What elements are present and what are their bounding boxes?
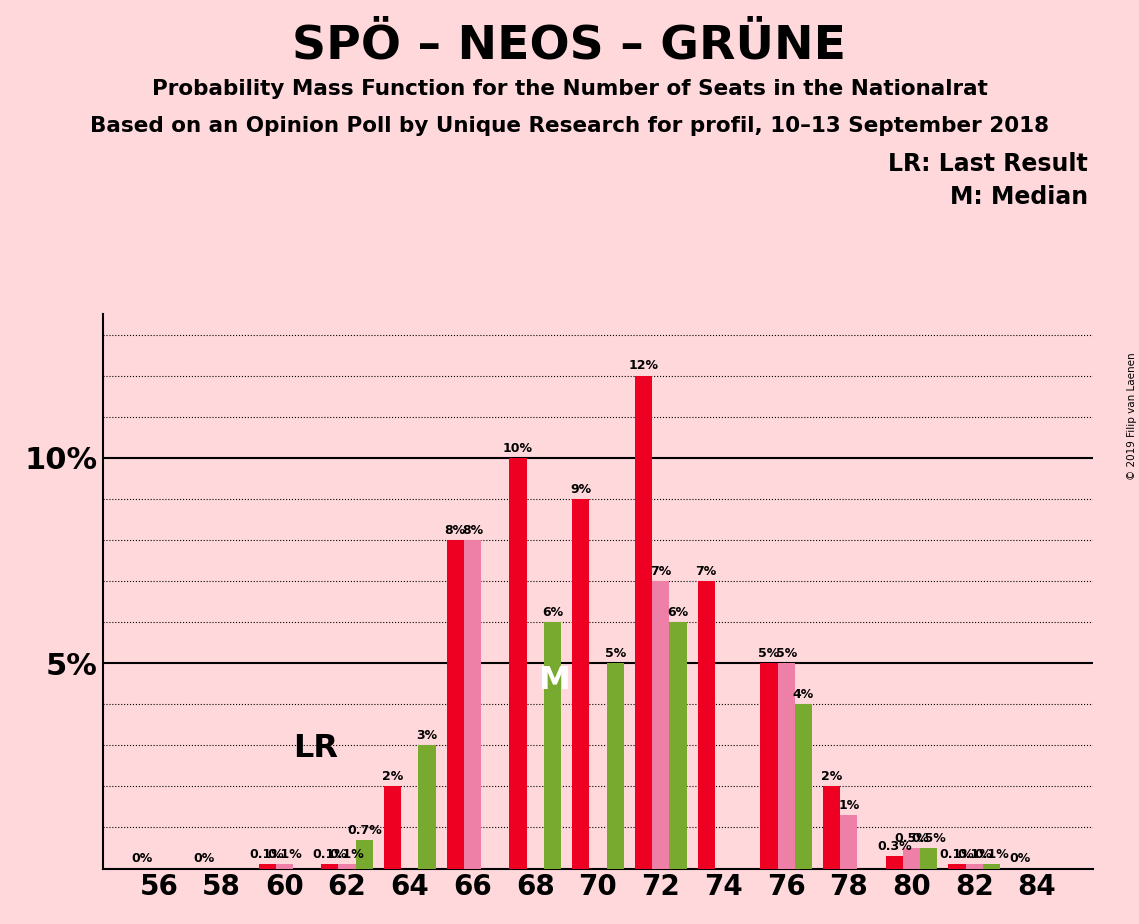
Text: M: M [538, 665, 570, 696]
Text: 2%: 2% [382, 770, 403, 784]
Bar [670, 622, 687, 869]
Text: 2%: 2% [821, 770, 842, 784]
Text: 6%: 6% [542, 606, 563, 619]
Text: 9%: 9% [571, 482, 591, 495]
Text: 4%: 4% [793, 688, 814, 701]
Bar [276, 865, 293, 869]
Text: 0.7%: 0.7% [347, 823, 382, 836]
Text: 8%: 8% [462, 524, 483, 537]
Text: 0.1%: 0.1% [940, 848, 974, 861]
Text: 0.5%: 0.5% [911, 832, 947, 845]
Text: 5%: 5% [759, 647, 779, 660]
Text: 5%: 5% [605, 647, 625, 660]
Bar [841, 815, 858, 869]
Text: 0%: 0% [1009, 852, 1031, 865]
Bar [338, 865, 355, 869]
Bar [652, 581, 670, 869]
Text: 7%: 7% [696, 565, 716, 578]
Bar [355, 840, 372, 869]
Text: Based on an Opinion Poll by Unique Research for profil, 10–13 September 2018: Based on an Opinion Poll by Unique Resea… [90, 116, 1049, 136]
Text: 0%: 0% [131, 852, 153, 865]
Bar [886, 857, 903, 869]
Text: 10%: 10% [503, 442, 533, 455]
Text: 3%: 3% [417, 729, 437, 742]
Bar [259, 865, 276, 869]
Bar [418, 746, 436, 869]
Bar [966, 865, 983, 869]
Bar [823, 786, 841, 869]
Text: 0.3%: 0.3% [877, 840, 911, 853]
Text: 8%: 8% [444, 524, 466, 537]
Bar [321, 865, 338, 869]
Bar [509, 458, 526, 869]
Text: 12%: 12% [629, 359, 658, 372]
Text: 0.1%: 0.1% [974, 848, 1009, 861]
Text: 7%: 7% [650, 565, 671, 578]
Bar [544, 622, 562, 869]
Text: M: Median: M: Median [950, 185, 1088, 209]
Bar [920, 848, 937, 869]
Text: LR: Last Result: LR: Last Result [888, 152, 1088, 176]
Bar [760, 663, 778, 869]
Bar [464, 540, 481, 869]
Bar [446, 540, 464, 869]
Text: LR: LR [294, 733, 338, 764]
Bar [778, 663, 795, 869]
Text: © 2019 Filip van Laenen: © 2019 Filip van Laenen [1126, 352, 1137, 480]
Text: 6%: 6% [667, 606, 688, 619]
Text: 0.1%: 0.1% [267, 848, 302, 861]
Bar [795, 704, 812, 869]
Text: 1%: 1% [838, 799, 860, 812]
Bar [949, 865, 966, 869]
Bar [983, 865, 1000, 869]
Text: 5%: 5% [776, 647, 797, 660]
Text: 0.5%: 0.5% [894, 832, 929, 845]
Bar [697, 581, 715, 869]
Text: 0%: 0% [194, 852, 215, 865]
Text: Probability Mass Function for the Number of Seats in the Nationalrat: Probability Mass Function for the Number… [151, 79, 988, 99]
Bar [903, 848, 920, 869]
Text: 0.1%: 0.1% [249, 848, 285, 861]
Bar [634, 376, 652, 869]
Text: 0.1%: 0.1% [312, 848, 347, 861]
Bar [572, 499, 589, 869]
Bar [607, 663, 624, 869]
Text: SPÖ – NEOS – GRÜNE: SPÖ – NEOS – GRÜNE [293, 23, 846, 68]
Text: 0.1%: 0.1% [957, 848, 992, 861]
Bar [384, 786, 401, 869]
Text: 0.1%: 0.1% [329, 848, 364, 861]
